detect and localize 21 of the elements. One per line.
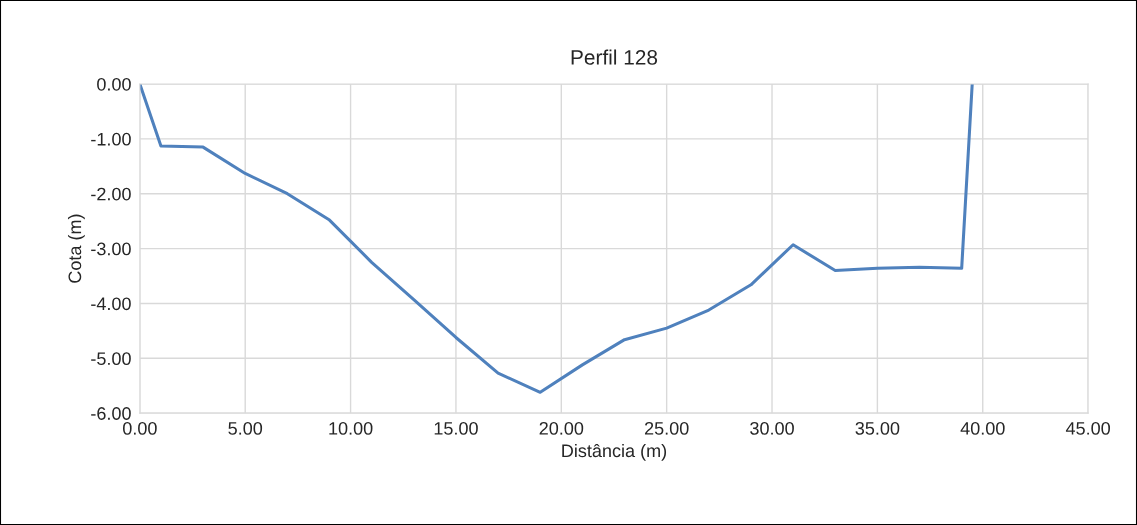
x-tick-label: 10.00 [329,421,373,435]
x-tick-label: 35.00 [855,421,900,435]
y-axis-title: Cota (m) [67,214,85,283]
y-tick-label: -3.00 [91,242,131,256]
x-tick-label: 15.00 [434,421,478,435]
y-tick-label: -5.00 [91,352,131,366]
x-tick-label: 5.00 [228,421,263,435]
y-tick-label: -4.00 [91,297,131,311]
y-tick-label: -1.00 [91,132,131,146]
y-tick-label: 0.00 [97,77,131,91]
y-tick-label: -2.00 [91,187,131,201]
x-tick-label: 45.00 [1065,421,1110,435]
x-axis-title: Distância (m) [562,443,667,461]
x-tick-label: 20.00 [539,421,584,435]
chart-title: Perfil 128 [571,49,658,65]
x-tick-label: 25.00 [644,421,689,435]
x-tick-label: 30.00 [750,421,794,435]
y-tick-label: -6.00 [91,407,131,420]
line-series [139,84,974,394]
x-tick-label: 0.00 [122,421,157,435]
x-tick-label: 40.00 [960,421,1005,435]
